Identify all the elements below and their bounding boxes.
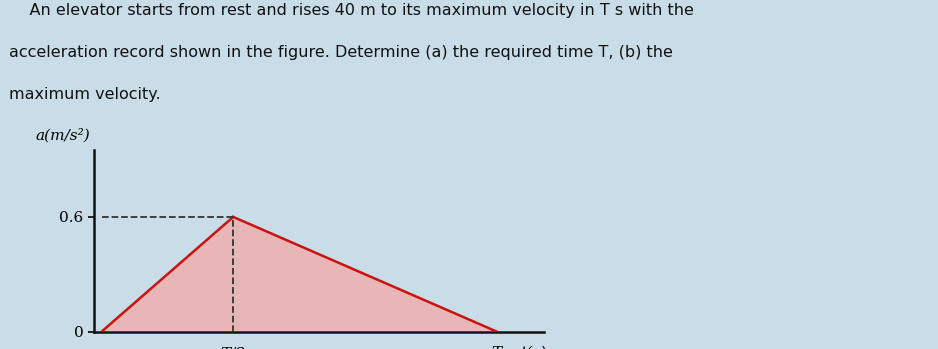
Polygon shape [101, 217, 496, 332]
Text: maximum velocity.: maximum velocity. [9, 87, 161, 102]
Text: T: T [492, 346, 502, 349]
Text: T/3: T/3 [220, 346, 246, 349]
Text: a(m/s²): a(m/s²) [36, 128, 90, 143]
Text: t(s): t(s) [521, 346, 546, 349]
Text: An elevator starts from rest and rises 40 m to its maximum velocity in T s with : An elevator starts from rest and rises 4… [9, 3, 694, 18]
Text: acceleration record shown in the figure. Determine (a) the required time T, (b) : acceleration record shown in the figure.… [9, 45, 673, 60]
